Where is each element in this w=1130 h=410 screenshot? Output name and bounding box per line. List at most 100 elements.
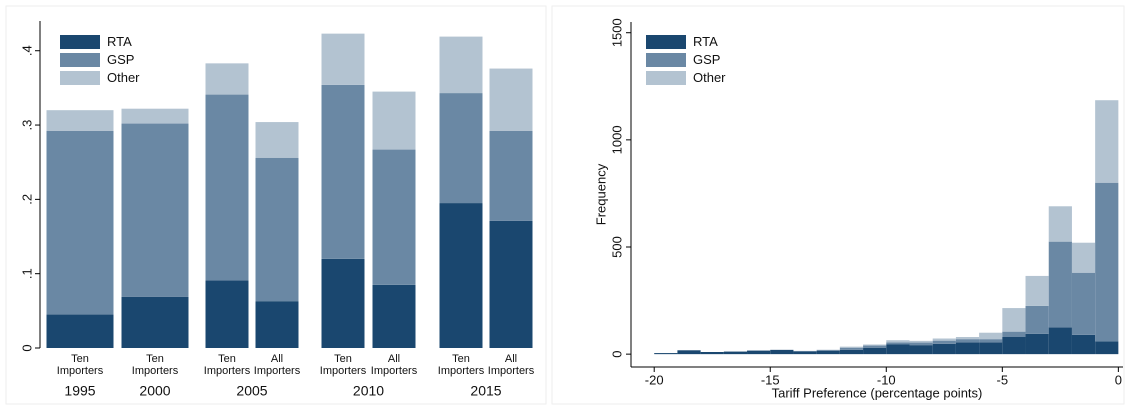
legend-label: GSP bbox=[693, 52, 720, 67]
panel-frame bbox=[551, 5, 1125, 405]
x-tick-label: -5 bbox=[997, 372, 1009, 387]
legend-label: RTA bbox=[107, 34, 132, 49]
x-tick-label: -20 bbox=[645, 372, 664, 387]
bar-segment bbox=[46, 314, 114, 348]
group-label: 2015 bbox=[470, 383, 501, 399]
y-tick-label: 0 bbox=[19, 344, 34, 351]
histogram-bar bbox=[839, 347, 864, 350]
legend-swatch bbox=[60, 71, 100, 85]
group-label: 1995 bbox=[64, 383, 95, 399]
bar-segment bbox=[321, 258, 365, 348]
histogram-bar bbox=[979, 339, 1003, 343]
bar-segment bbox=[439, 36, 483, 94]
histogram-bar bbox=[1095, 341, 1119, 355]
bar-segment bbox=[255, 122, 299, 158]
bar-segment bbox=[121, 296, 189, 348]
legend-swatch bbox=[60, 35, 100, 49]
histogram-bar bbox=[654, 353, 678, 355]
legend-swatch bbox=[646, 71, 686, 85]
histogram-bar bbox=[700, 352, 724, 355]
y-tick-label: 0 bbox=[609, 351, 624, 358]
x-tick-label: 0 bbox=[1115, 372, 1122, 387]
histogram-bar bbox=[839, 346, 864, 348]
histogram-bar bbox=[1071, 334, 1096, 355]
histogram-bar bbox=[1048, 241, 1072, 328]
histogram-bar bbox=[816, 350, 840, 355]
histogram-bar bbox=[1025, 333, 1049, 355]
histogram-bar bbox=[955, 339, 980, 343]
legend-label: RTA bbox=[693, 34, 718, 49]
histogram-bar bbox=[1025, 275, 1049, 306]
bar-segment bbox=[372, 91, 416, 150]
x-tick-label: -10 bbox=[877, 372, 896, 387]
histogram-bar bbox=[909, 345, 933, 355]
x-tick-label: All Importers bbox=[370, 353, 418, 377]
bar-segment bbox=[489, 130, 533, 221]
x-tick-label: All Importers bbox=[487, 353, 535, 377]
bar-segment bbox=[439, 203, 483, 348]
y-tick-label: .3 bbox=[19, 120, 34, 131]
y-tick-label: 500 bbox=[609, 236, 624, 258]
y-tick-label: .4 bbox=[19, 45, 34, 56]
histogram-bar bbox=[1025, 305, 1049, 334]
y-tick-label: 1500 bbox=[609, 18, 624, 47]
bar-segment bbox=[121, 123, 189, 297]
histogram-bar bbox=[816, 349, 840, 351]
x-tick-label: Ten Importers bbox=[437, 353, 485, 377]
histogram-bar bbox=[793, 350, 817, 352]
bar-segment bbox=[321, 84, 365, 259]
legend-label: Other bbox=[107, 70, 140, 85]
x-tick-label: -15 bbox=[761, 372, 780, 387]
bar-segment bbox=[255, 301, 299, 348]
legend-swatch bbox=[646, 53, 686, 67]
histogram-bar bbox=[909, 342, 933, 346]
histogram-bar bbox=[1095, 100, 1119, 183]
histogram-bar bbox=[747, 350, 771, 351]
histogram-bar bbox=[677, 350, 701, 355]
histogram-bar bbox=[979, 332, 1003, 340]
group-label: 2005 bbox=[236, 383, 267, 399]
y-tick-label: 1000 bbox=[609, 125, 624, 154]
histogram-bar bbox=[1048, 206, 1072, 242]
histogram-bar bbox=[886, 344, 910, 355]
histogram-bar bbox=[1002, 331, 1026, 337]
x-tick-label: Ten Importers bbox=[319, 353, 367, 377]
histogram-bar bbox=[1071, 272, 1096, 335]
x-tick-label: Ten Importers bbox=[203, 353, 251, 377]
histogram-bar bbox=[979, 342, 1003, 355]
histogram-bar bbox=[886, 340, 910, 343]
histogram-bar bbox=[723, 351, 748, 355]
histogram-bar bbox=[863, 345, 887, 348]
bar-segment bbox=[205, 280, 249, 348]
histogram-bar bbox=[932, 343, 956, 355]
y-axis-label: Frequency bbox=[593, 163, 608, 225]
x-tick-label: Ten Importers bbox=[131, 353, 179, 377]
histogram-bar bbox=[839, 349, 864, 355]
histogram-bar bbox=[1002, 337, 1026, 355]
legend-swatch bbox=[60, 53, 100, 67]
group-label: 2010 bbox=[353, 383, 384, 399]
bar-segment bbox=[121, 108, 189, 124]
bar-segment bbox=[46, 130, 114, 315]
histogram-bar bbox=[770, 349, 794, 355]
histogram-bar bbox=[886, 342, 910, 345]
y-tick-label: .1 bbox=[19, 268, 34, 279]
legend-swatch bbox=[646, 35, 686, 49]
x-axis-label: Tariff Preference (percentage points) bbox=[772, 385, 983, 400]
bar-segment bbox=[205, 63, 249, 95]
bar-segment bbox=[439, 93, 483, 204]
histogram-bar bbox=[932, 338, 956, 341]
histogram-bar bbox=[863, 347, 887, 355]
histogram-bar bbox=[863, 344, 887, 346]
histogram-bar bbox=[909, 340, 933, 343]
legend-label: GSP bbox=[107, 52, 134, 67]
bar-segment bbox=[489, 220, 533, 348]
x-tick-label: Ten Importers bbox=[56, 353, 104, 377]
histogram-bar bbox=[793, 351, 817, 355]
bar-segment bbox=[489, 68, 533, 131]
histogram-bar bbox=[932, 340, 956, 344]
histogram-bar bbox=[747, 350, 771, 355]
y-tick-label: .2 bbox=[19, 194, 34, 205]
